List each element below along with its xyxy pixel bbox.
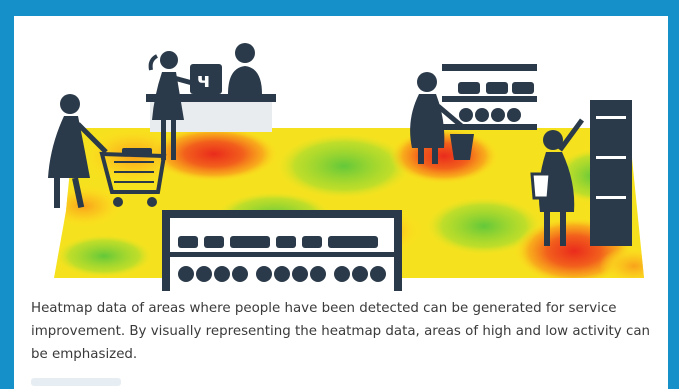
register-glyph: ч [197, 68, 211, 92]
content-card: ч [14, 16, 668, 389]
faded-footer-text [31, 378, 121, 386]
store-heatmap-illustration: ч [14, 16, 668, 291]
illustration-caption: Heatmap data of areas where people have … [31, 297, 661, 366]
front-display-case [162, 210, 402, 291]
side-shelf [590, 100, 632, 246]
